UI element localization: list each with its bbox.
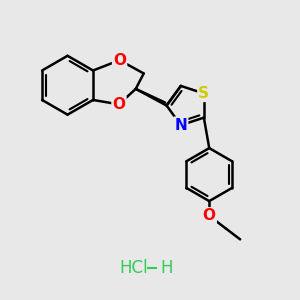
Text: O: O xyxy=(112,97,125,112)
Text: O: O xyxy=(203,208,216,223)
Text: S: S xyxy=(198,86,209,101)
Text: HCl: HCl xyxy=(119,259,148,277)
Text: H: H xyxy=(160,259,172,277)
Text: O: O xyxy=(113,53,126,68)
Text: N: N xyxy=(174,118,187,133)
